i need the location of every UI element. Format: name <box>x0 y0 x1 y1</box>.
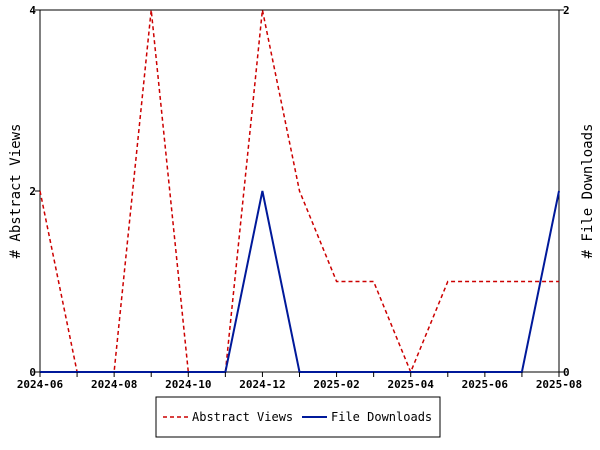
y-tick-label-right: 0 <box>563 366 570 379</box>
x-tick-label: 2024-08 <box>91 378 137 391</box>
y-tick-label-right: 2 <box>563 4 570 17</box>
x-tick-label: 2025-06 <box>462 378 509 391</box>
x-tick-label: 2024-06 <box>17 378 64 391</box>
legend: Abstract Views File Downloads <box>155 396 441 438</box>
x-tick-label: 2025-02 <box>313 378 359 391</box>
x-tick-label: 2024-12 <box>239 378 285 391</box>
legend-label-file-downloads: File Downloads <box>331 410 432 424</box>
legend-label-abstract-views: Abstract Views <box>192 410 293 424</box>
series-line-abstract-views <box>39 9 559 374</box>
ticks-layer: 2024-06 2024-08 2024-10 2024-12 2025-02 2025-… <box>17 4 582 391</box>
y-axis-title-left: # Abstract Views <box>8 124 24 259</box>
y-tick-label-left: 2 <box>29 185 36 198</box>
legend-box <box>155 396 441 438</box>
y-tick-label-left: 0 <box>29 366 36 379</box>
y-tick-label-left: 4 <box>29 4 36 17</box>
x-tick-label: 2025-08 <box>536 378 582 391</box>
x-tick-label: 2025-04 <box>388 378 435 391</box>
y-axis-title-right: # File Downloads <box>580 124 596 259</box>
x-tick-label: 2024-10 <box>165 378 211 391</box>
